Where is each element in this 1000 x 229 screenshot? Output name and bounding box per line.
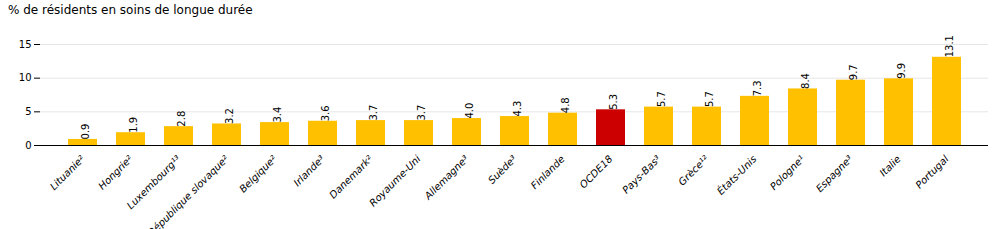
svg-text:13.1: 13.1 bbox=[944, 35, 955, 57]
svg-text:États-Unis: États-Unis bbox=[714, 153, 758, 197]
svg-text:3.2: 3.2 bbox=[224, 108, 235, 124]
svg-text:4.8: 4.8 bbox=[560, 97, 571, 113]
svg-text:5: 5 bbox=[25, 106, 31, 117]
svg-text:Belgique²: Belgique² bbox=[237, 153, 279, 195]
svg-text:Italie: Italie bbox=[877, 153, 902, 178]
svg-text:4.3: 4.3 bbox=[512, 101, 523, 117]
svg-text:3.7: 3.7 bbox=[416, 105, 427, 121]
svg-text:3.4: 3.4 bbox=[272, 107, 283, 123]
svg-text:2.8: 2.8 bbox=[176, 111, 187, 127]
svg-text:Lituanie²: Lituanie² bbox=[48, 153, 87, 192]
svg-text:5.7: 5.7 bbox=[704, 91, 715, 107]
svg-text:Finlande: Finlande bbox=[529, 153, 567, 191]
svg-text:Espagne³: Espagne³ bbox=[814, 153, 855, 194]
html-text:% de résidents en soins de lon: % de résidents en soins de longue durée bbox=[8, 3, 253, 17]
svg-text:4.0: 4.0 bbox=[464, 103, 475, 119]
svg-text:0.9: 0.9 bbox=[80, 124, 91, 140]
svg-text:10: 10 bbox=[19, 72, 32, 83]
svg-text:15: 15 bbox=[19, 39, 32, 50]
svg-text:3.6: 3.6 bbox=[320, 105, 331, 121]
svg-text:9.9: 9.9 bbox=[896, 63, 907, 79]
svg-text:Suède³: Suède³ bbox=[486, 153, 519, 186]
svg-text:5.7: 5.7 bbox=[656, 91, 667, 107]
svg-text:République slovaque²: République slovaque² bbox=[146, 153, 231, 229]
svg-text:Hongrie²: Hongrie² bbox=[96, 153, 134, 191]
svg-text:5.3: 5.3 bbox=[608, 94, 619, 110]
svg-text:Irlande³: Irlande³ bbox=[291, 153, 326, 188]
svg-text:Allemagne³: Allemagne³ bbox=[422, 153, 471, 202]
svg-text:Pologne¹: Pologne¹ bbox=[768, 153, 807, 192]
svg-text:Danemark²: Danemark² bbox=[327, 153, 374, 200]
svg-text:3.7: 3.7 bbox=[368, 105, 379, 121]
svg-text:Pays-Bas³: Pays-Bas³ bbox=[620, 153, 663, 196]
svg-text:Portugal: Portugal bbox=[913, 153, 950, 190]
svg-text:9.7: 9.7 bbox=[848, 64, 859, 80]
svg-text:7.3: 7.3 bbox=[752, 80, 763, 96]
svg-text:1.9: 1.9 bbox=[128, 117, 139, 133]
svg-text:OCDE18: OCDE18 bbox=[577, 153, 614, 190]
svg-text:8.4: 8.4 bbox=[800, 73, 811, 89]
svg-text:Grèce¹²: Grèce¹² bbox=[676, 153, 710, 187]
svg-text:Royaume-Uni: Royaume-Uni bbox=[367, 153, 423, 209]
svg-text:0: 0 bbox=[25, 140, 31, 151]
svg-text:Luxembourg¹³: Luxembourg¹³ bbox=[124, 153, 183, 212]
